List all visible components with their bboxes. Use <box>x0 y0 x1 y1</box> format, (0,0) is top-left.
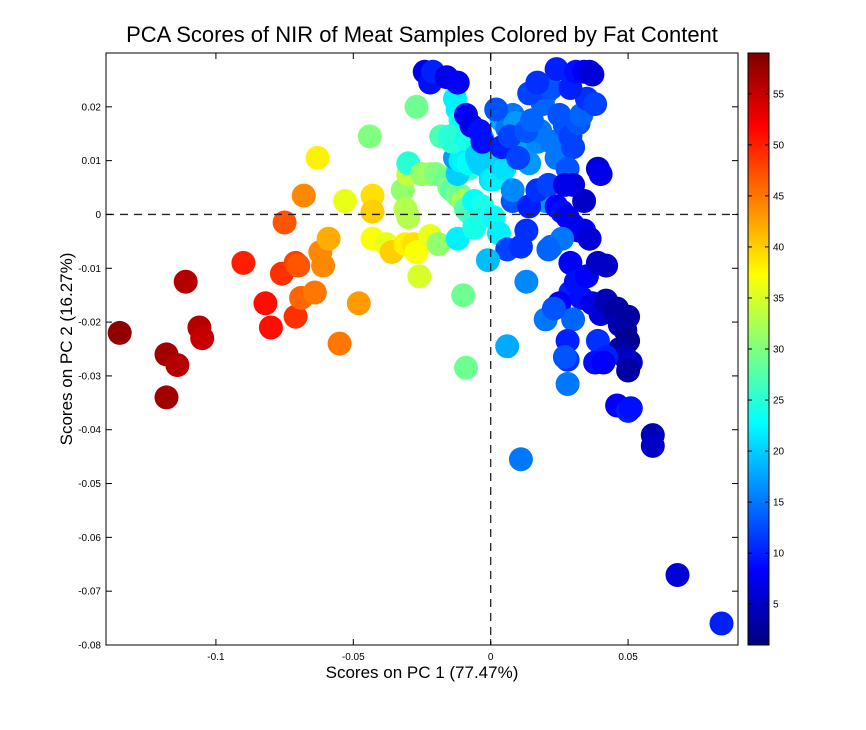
data-point-11 <box>272 210 297 235</box>
data-point-192 <box>541 296 566 321</box>
data-point-14 <box>283 304 308 329</box>
data-point-128 <box>445 70 470 95</box>
x-tick-label: -0.1 <box>207 652 225 663</box>
data-point-111 <box>583 92 608 117</box>
data-point-21 <box>327 331 352 356</box>
data-point-143 <box>514 218 539 243</box>
data-point-24 <box>333 189 358 213</box>
chart-title: PCA Scores of NIR of Meat Samples Colore… <box>126 22 718 47</box>
data-point-6 <box>190 326 215 351</box>
data-point-19 <box>291 183 316 208</box>
y-tick-label: -0.07 <box>78 587 101 598</box>
colorbar-tick-label: 20 <box>773 447 785 458</box>
y-tick-label: -0.05 <box>78 479 101 490</box>
data-point-38 <box>407 264 432 289</box>
colorbar-tick-label: 35 <box>773 293 785 304</box>
data-point-121 <box>580 62 605 87</box>
colorbar-tick-label: 40 <box>773 242 785 253</box>
data-point-0 <box>107 320 132 345</box>
x-axis-ticks: -0.1 -0.05 0 0.05 <box>207 53 638 663</box>
y-tick-label: 0.01 <box>82 156 102 167</box>
data-point-186 <box>591 350 616 375</box>
data-point-116 <box>544 57 569 82</box>
colorbar-tick-label: 25 <box>773 396 785 407</box>
colorbar-tick-label: 45 <box>773 191 785 202</box>
data-point-200 <box>640 433 665 458</box>
data-point-7 <box>231 250 256 275</box>
data-point-26 <box>360 199 385 224</box>
data-point-33 <box>404 240 429 265</box>
data-point-3 <box>154 385 179 410</box>
data-point-2 <box>165 353 190 378</box>
data-point-61 <box>462 215 487 240</box>
data-point-77 <box>451 283 476 308</box>
colorbar-tick-label: 50 <box>773 140 785 151</box>
data-point-188 <box>552 345 577 370</box>
colorbar-tick-label: 55 <box>773 89 785 100</box>
data-point-13 <box>286 253 311 278</box>
data-point-148 <box>536 172 561 197</box>
colorbar-tick-label: 10 <box>773 549 785 560</box>
data-point-138 <box>484 97 509 122</box>
data-point-190 <box>514 269 539 294</box>
data-point-106 <box>561 135 586 160</box>
data-point-78 <box>454 355 478 380</box>
data-point-8 <box>253 291 278 316</box>
data-point-41 <box>404 94 429 119</box>
colorbar-ticks: 5 10 15 20 25 30 35 40 45 50 55 <box>748 89 785 611</box>
data-point-201 <box>665 563 690 587</box>
x-tick-label: 0 <box>488 652 494 663</box>
y-tick-label: -0.08 <box>78 641 101 652</box>
data-point-123 <box>588 162 613 187</box>
data-point-198 <box>618 396 643 421</box>
data-point-115 <box>525 70 550 95</box>
data-point-37 <box>396 205 421 230</box>
y-tick-label: -0.03 <box>78 371 101 382</box>
colorbar-tick-label: 15 <box>773 498 785 509</box>
data-point-158 <box>552 172 577 197</box>
data-point-22 <box>346 291 371 316</box>
data-point-137 <box>519 108 544 133</box>
data-point-167 <box>594 253 619 278</box>
data-point-45 <box>426 232 451 257</box>
y-tick-label: -0.02 <box>78 318 101 329</box>
data-point-155 <box>577 226 602 251</box>
x-tick-label: 0.05 <box>618 652 638 663</box>
y-tick-label: 0 <box>95 210 101 221</box>
y-tick-label: -0.04 <box>78 425 101 436</box>
data-point-135 <box>506 145 531 170</box>
data-point-178 <box>616 358 641 383</box>
colorbar-tick-label: 5 <box>773 600 779 611</box>
x-axis-label: Scores on PC 1 (77.47%) <box>326 663 519 682</box>
y-axis-ticks: 0.02 0.01 0 -0.01 -0.02 -0.03 -0.04 -0.05 -0.06 -… <box>78 102 738 652</box>
data-point-20 <box>316 226 341 251</box>
data-point-195 <box>536 237 561 262</box>
data-point-4 <box>173 269 198 294</box>
data-point-27 <box>357 124 382 149</box>
data-point-9 <box>258 315 283 340</box>
data-point-23 <box>305 145 330 170</box>
data-point-132 <box>470 129 495 154</box>
colorbar-tick-label: 30 <box>773 345 785 356</box>
y-tick-label: -0.01 <box>78 264 101 275</box>
data-point-180 <box>561 307 586 332</box>
data-point-187 <box>555 372 580 396</box>
data-point-203 <box>508 447 533 472</box>
y-tick-label: -0.06 <box>78 533 101 544</box>
data-point-140 <box>500 178 525 203</box>
data-point-202 <box>709 611 734 636</box>
data-point-18 <box>311 253 336 278</box>
data-point-16 <box>302 280 327 305</box>
y-tick-label: 0.02 <box>82 102 102 113</box>
y-axis-label: Scores on PC 2 (16.27%) <box>57 253 76 446</box>
data-point-159 <box>558 250 583 275</box>
data-point-189 <box>495 334 520 359</box>
x-tick-label: -0.05 <box>342 652 365 663</box>
data-point-194 <box>475 248 500 273</box>
